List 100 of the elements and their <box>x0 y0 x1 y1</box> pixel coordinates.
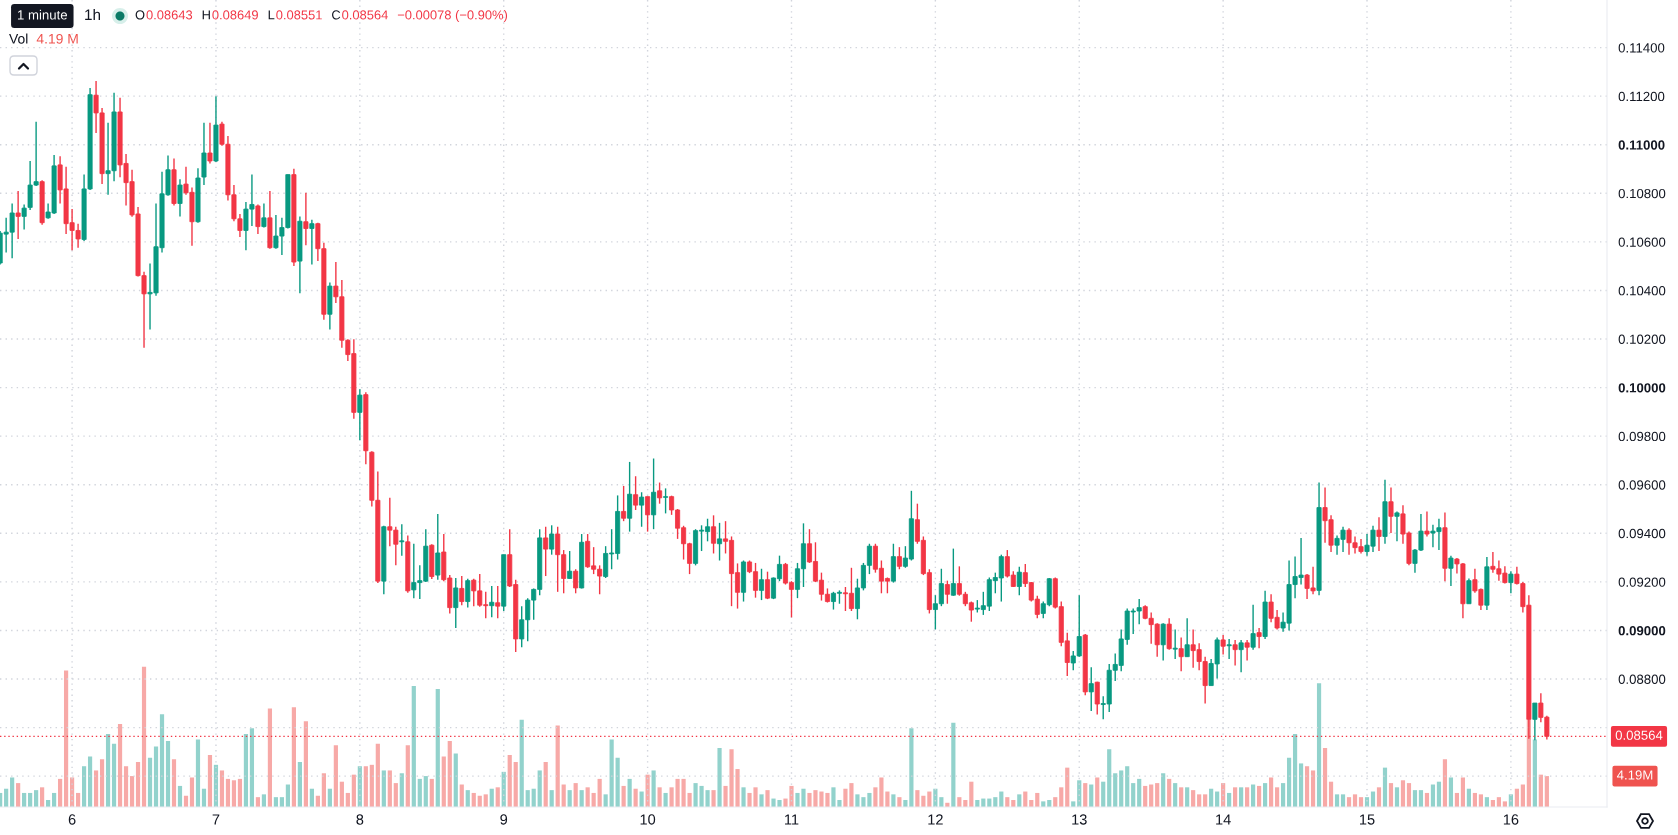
candlestick <box>357 388 363 441</box>
annotation: O <box>135 10 145 20</box>
bar <box>1107 749 1112 807</box>
bar <box>615 757 620 807</box>
bar <box>513 762 518 807</box>
bar <box>1388 783 1394 807</box>
candlestick <box>1250 604 1256 651</box>
candlestick <box>1184 617 1190 658</box>
bar <box>1119 770 1124 807</box>
bar <box>1257 785 1262 807</box>
x-tick-label: 15 <box>1360 814 1375 825</box>
bar <box>1538 774 1543 807</box>
candlestick <box>207 121 213 165</box>
bar <box>249 728 255 807</box>
candlestick <box>1094 680 1100 716</box>
bar <box>153 746 159 807</box>
bar <box>1203 794 1208 807</box>
x-tick-label: 14 <box>1216 814 1231 825</box>
bar <box>537 770 542 807</box>
bar <box>177 785 183 807</box>
bar <box>291 707 296 807</box>
bar <box>189 777 195 807</box>
x-tick-label: 7 <box>212 814 220 825</box>
bar <box>1328 781 1334 807</box>
bar <box>81 766 87 807</box>
y-tick-label: 0.09200 <box>1618 577 1666 587</box>
candlestick <box>1388 486 1394 534</box>
candlestick <box>1244 639 1250 662</box>
bar <box>1448 777 1454 807</box>
bar <box>1412 790 1418 807</box>
candlestick <box>1226 638 1232 660</box>
bar <box>63 670 69 807</box>
y-tick-label: 0.10000 <box>1618 383 1666 393</box>
candlestick <box>1448 554 1454 587</box>
y-tick-label: 0.11200 <box>1618 91 1665 102</box>
bar <box>951 722 956 807</box>
bar <box>1298 763 1304 807</box>
bar <box>135 762 141 807</box>
bar <box>711 790 716 807</box>
bar <box>441 756 446 807</box>
bar <box>58 778 63 807</box>
annotation: H <box>202 10 210 20</box>
bar <box>447 740 452 807</box>
bar <box>87 756 93 807</box>
bar <box>525 790 530 807</box>
bar <box>99 759 105 807</box>
y-tick-label: 0.10200 <box>1618 334 1666 344</box>
bar <box>1304 766 1310 807</box>
bar <box>507 754 512 807</box>
bar <box>243 733 249 807</box>
bar <box>555 725 560 807</box>
y-tick-label: 0.11000 <box>1618 140 1665 150</box>
bar <box>219 770 225 807</box>
candlestick <box>1424 510 1430 538</box>
bar <box>1191 790 1196 807</box>
candlestick <box>639 491 645 528</box>
bar <box>1310 770 1316 807</box>
annotation: 4.19 M <box>36 33 78 44</box>
bar <box>1083 783 1088 807</box>
bar <box>1197 794 1202 807</box>
bar <box>909 728 914 807</box>
bar <box>171 759 177 807</box>
candlestick <box>1160 622 1166 662</box>
candlestick <box>567 550 573 580</box>
bar <box>369 764 374 807</box>
bar <box>111 743 117 807</box>
bar <box>1394 787 1400 807</box>
bar <box>1161 773 1166 807</box>
bar <box>129 776 135 807</box>
y-tick-label: 0.09600 <box>1618 480 1666 490</box>
y-tick-label: 0.08800 <box>1618 674 1666 684</box>
bar <box>375 743 380 807</box>
candlestick <box>758 568 765 601</box>
bar <box>1418 790 1424 807</box>
bar <box>40 787 45 807</box>
bar <box>1245 787 1250 807</box>
candlestick <box>717 522 723 562</box>
bar <box>1280 783 1286 807</box>
bar <box>1167 778 1172 807</box>
bar <box>1286 757 1292 807</box>
bar <box>363 766 368 807</box>
y-tick-label: 0.09400 <box>1618 528 1666 539</box>
bar <box>261 794 267 807</box>
bar <box>1137 778 1142 807</box>
annotation: 1 minute <box>18 9 68 20</box>
bar <box>741 787 746 807</box>
bar <box>1173 783 1178 807</box>
bar <box>351 774 356 807</box>
x-tick-label: 10 <box>640 814 656 825</box>
candlestick <box>764 570 771 600</box>
bar <box>969 781 974 807</box>
bar <box>399 773 404 807</box>
bar <box>16 783 21 807</box>
bar <box>195 739 201 807</box>
candlestick <box>177 178 183 218</box>
bar <box>1340 794 1346 807</box>
candlestick <box>896 546 902 570</box>
candlestick <box>1232 639 1238 667</box>
x-tick-label: 12 <box>928 814 943 825</box>
annotation: L <box>268 10 275 20</box>
